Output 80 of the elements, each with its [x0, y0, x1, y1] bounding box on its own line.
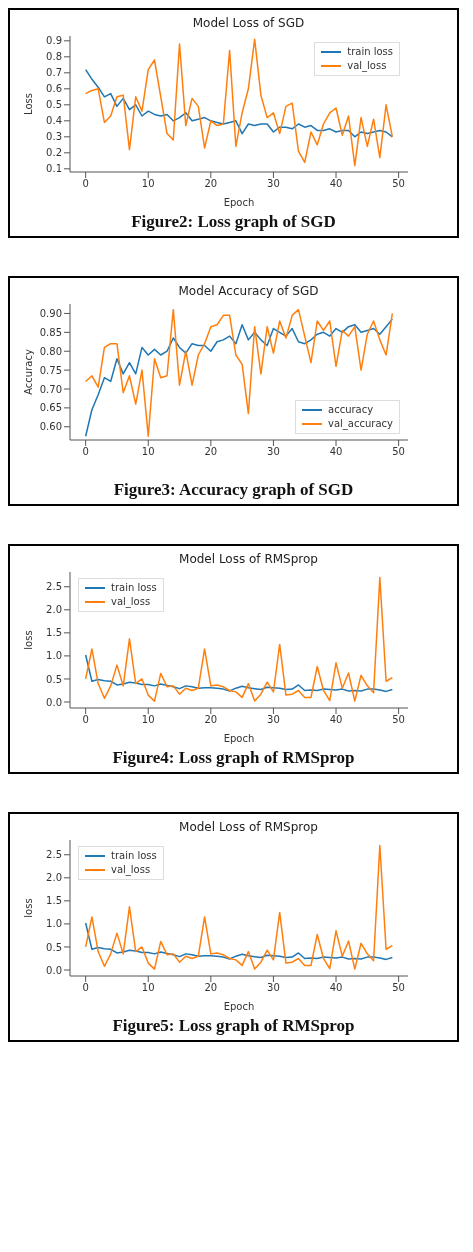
- y-tick-label: 0.0: [46, 964, 62, 976]
- y-tick-label: 0.5: [46, 673, 62, 685]
- x-tick-label: 50: [392, 446, 405, 458]
- x-tick-label: 10: [141, 446, 155, 458]
- x-axis-title: Epoch: [223, 197, 255, 208]
- y-axis-title: loss: [22, 898, 34, 918]
- x-tick-label: 10: [141, 982, 155, 994]
- x-tick-label: 40: [329, 446, 343, 458]
- y-tick-label: 1.0: [46, 918, 62, 930]
- legend-label: accuracy: [328, 403, 374, 417]
- chart-title: Model Accuracy of SGD: [177, 284, 320, 298]
- legend-label: val_loss: [347, 59, 387, 73]
- y-tick-label: 0.2: [46, 147, 62, 159]
- x-tick-label: 0: [82, 982, 89, 994]
- y-axis-title: Loss: [22, 93, 34, 115]
- x-tick-label: 20: [204, 178, 218, 190]
- y-tick-label: 2.5: [46, 849, 62, 861]
- x-tick-label: 30: [267, 714, 280, 726]
- chart-title: Model Loss of RMSprop: [178, 820, 319, 834]
- y-tick-label: 1.5: [46, 627, 62, 639]
- x-tick-label: 20: [204, 982, 218, 994]
- legend-label: train loss: [347, 45, 393, 59]
- x-tick-label: 30: [267, 178, 280, 190]
- x-axis-title: Epoch: [223, 733, 255, 744]
- x-axis-title: Epoch: [223, 1001, 255, 1012]
- x-tick-label: 40: [329, 178, 343, 190]
- y-tick-label: 0.1: [46, 163, 62, 175]
- x-tick-label: 50: [392, 178, 405, 190]
- legend-label: val_loss: [111, 595, 151, 609]
- y-tick-label: 0.60: [39, 421, 62, 433]
- y-tick-label: 0.75: [39, 364, 62, 376]
- y-tick-label: 0.5: [46, 941, 62, 953]
- x-tick-label: 50: [392, 714, 405, 726]
- y-tick-label: 0.3: [46, 131, 62, 143]
- y-tick-label: 0.90: [39, 307, 62, 319]
- y-axis-title: Accuracy: [22, 349, 34, 395]
- legend-label: val_loss: [111, 863, 151, 877]
- line-series: [84, 38, 394, 167]
- x-tick-label: 0: [82, 446, 89, 458]
- y-tick-label: 0.85: [39, 326, 62, 338]
- y-tick-label: 0.70: [39, 383, 62, 395]
- y-tick-label: 1.0: [46, 650, 62, 662]
- x-tick-label: 30: [267, 982, 280, 994]
- y-tick-label: 0.5: [46, 99, 62, 111]
- line-series: [84, 654, 394, 693]
- legend-label: train loss: [111, 849, 157, 863]
- y-tick-label: 0.4: [46, 115, 62, 127]
- caption: Figure5: Loss graph of RMSprop: [111, 1016, 356, 1036]
- y-tick-label: 0.8: [46, 51, 62, 63]
- y-tick-label: 2.5: [46, 581, 62, 593]
- caption: Figure3: Accuracy graph of SGD: [112, 480, 355, 500]
- x-tick-label: 30: [267, 446, 280, 458]
- x-tick-label: 50: [392, 982, 405, 994]
- y-tick-label: 0.9: [46, 35, 62, 47]
- caption: Figure2: Loss graph of SGD: [130, 212, 337, 232]
- x-tick-label: 0: [82, 178, 89, 190]
- x-tick-label: 10: [141, 178, 155, 190]
- y-tick-label: 2.0: [46, 872, 62, 884]
- y-tick-label: 0.7: [46, 67, 62, 79]
- legend-label: val_accuracy: [328, 417, 393, 431]
- y-tick-label: 0.0: [46, 696, 62, 708]
- x-tick-label: 20: [204, 446, 218, 458]
- legend-label: train loss: [111, 581, 157, 595]
- x-tick-label: 40: [329, 714, 343, 726]
- line-series: [84, 922, 394, 961]
- x-tick-label: 20: [204, 714, 218, 726]
- y-tick-label: 0.65: [39, 402, 62, 414]
- x-tick-label: 10: [141, 714, 155, 726]
- x-tick-label: 0: [82, 714, 89, 726]
- y-tick-label: 0.6: [46, 83, 62, 95]
- y-axis-title: loss: [22, 630, 34, 650]
- chart-title: Model Loss of SGD: [191, 16, 306, 30]
- line-series: [84, 576, 394, 702]
- caption: Figure4: Loss graph of RMSprop: [111, 748, 356, 768]
- line-series: [84, 844, 394, 970]
- y-tick-label: 2.0: [46, 604, 62, 616]
- y-tick-label: 0.80: [39, 345, 62, 357]
- x-tick-label: 40: [329, 982, 343, 994]
- y-tick-label: 1.5: [46, 895, 62, 907]
- chart-title: Model Loss of RMSprop: [178, 552, 319, 566]
